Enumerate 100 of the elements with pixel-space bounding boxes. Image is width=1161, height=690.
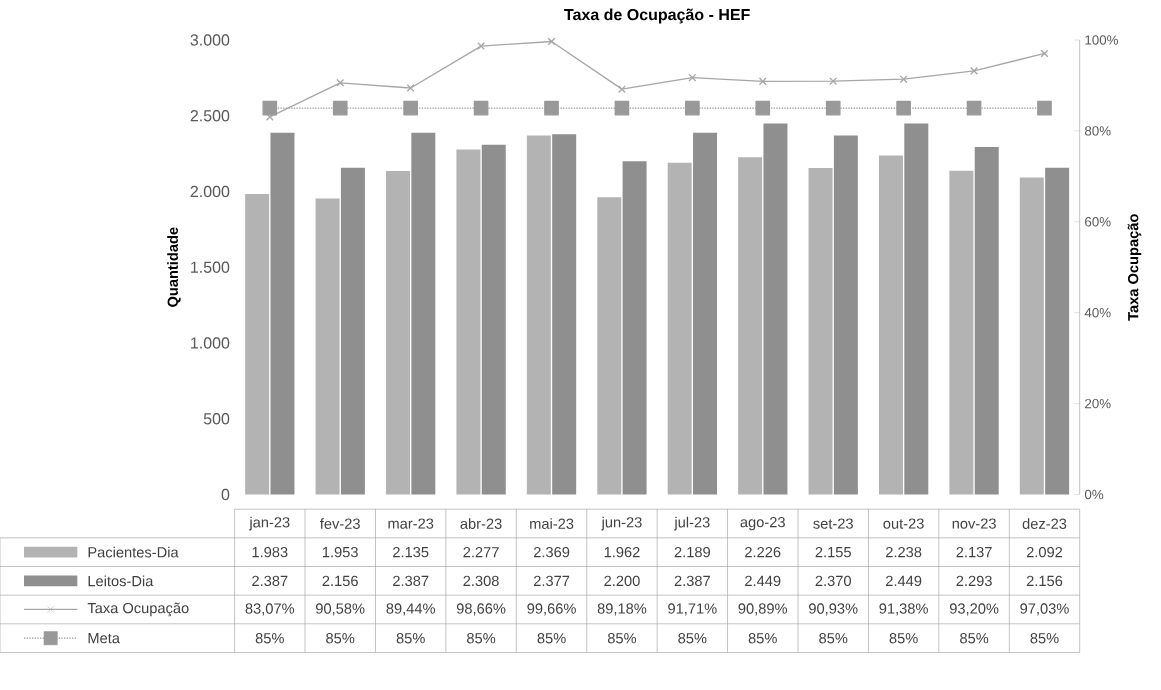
point — [473, 100, 489, 116]
point — [688, 73, 697, 82]
y2-tick-label: 60% — [1085, 216, 1111, 227]
data-label: 99,66% — [527, 603, 576, 616]
bar — [456, 149, 481, 495]
bar — [693, 132, 718, 495]
y-tick-label: 3.000 — [190, 34, 230, 46]
legend-label: Meta — [88, 632, 120, 644]
point — [758, 77, 767, 86]
x-tick-label: jun-23 — [601, 516, 642, 531]
bar — [552, 134, 577, 495]
x-tick-label: jul-23 — [674, 516, 710, 531]
bar — [949, 170, 974, 495]
x-tick-label: fev-23 — [320, 517, 360, 529]
bar — [738, 157, 763, 495]
point — [899, 74, 908, 83]
y2-tick-label: 40% — [1084, 307, 1111, 318]
legend-label: Pacientes-Dia — [88, 546, 179, 558]
y-tick-label: 2.500 — [190, 109, 230, 122]
data-label: 2.277 — [463, 546, 499, 557]
x-tick-label: mar-23 — [388, 518, 434, 529]
data-label: 85% — [1030, 632, 1059, 644]
data-label: 2.200 — [604, 575, 640, 586]
data-label: 85% — [748, 632, 777, 644]
data-label: 89,18% — [597, 603, 647, 616]
point — [825, 100, 841, 116]
point — [966, 100, 982, 116]
data-label: 89,44% — [386, 603, 436, 616]
legend-label: Leitos-Dia — [88, 575, 154, 587]
data-label: 2.092 — [1026, 546, 1063, 558]
y2-tick-label: 0% — [1084, 489, 1104, 499]
y2-axis-title: Taxa Ocupação — [1127, 213, 1142, 321]
bar — [245, 193, 270, 495]
data-label: 85% — [467, 632, 496, 644]
point — [685, 100, 700, 116]
y2-tick-label: 100% — [1085, 35, 1119, 45]
data-label: 2.137 — [956, 546, 992, 558]
x-tick-label: jan-23 — [249, 516, 290, 531]
bar — [526, 135, 551, 495]
bar — [763, 123, 788, 495]
y-tick-label: 1.500 — [191, 261, 230, 273]
point — [896, 100, 911, 116]
data-label: 2.189 — [674, 546, 710, 558]
data-label: 2.238 — [886, 546, 922, 558]
y-tick-label: 2.000 — [190, 185, 230, 197]
bar — [1019, 177, 1044, 495]
bar — [667, 162, 692, 495]
point — [755, 100, 771, 116]
bar — [974, 146, 999, 495]
data-label: 2.449 — [886, 575, 922, 586]
data-label: 85% — [255, 632, 284, 644]
data-label: 85% — [889, 632, 918, 644]
data-label: 2.387 — [674, 575, 710, 586]
bar — [1045, 167, 1070, 495]
y2-tick-label: 80% — [1084, 125, 1111, 136]
bar — [597, 197, 622, 495]
data-label: 2.387 — [393, 575, 429, 586]
bar — [904, 123, 929, 495]
bar — [481, 144, 506, 495]
x-tick-label: ago-23 — [740, 516, 785, 530]
data-label: 85% — [607, 632, 637, 644]
data-label: 85% — [819, 632, 848, 644]
data-label: 2.155 — [815, 546, 851, 558]
bar — [808, 167, 833, 495]
data-label: 90,93% — [809, 603, 858, 616]
data-label: 2.156 — [1026, 575, 1063, 586]
data-label: 2.377 — [533, 575, 570, 586]
point — [614, 100, 630, 116]
point — [406, 83, 415, 92]
point — [829, 77, 838, 85]
data-label: 1.962 — [604, 546, 640, 558]
bar — [833, 135, 858, 495]
x-tick-label: abr-23 — [460, 517, 502, 529]
data-label: 85% — [396, 632, 425, 644]
point — [1037, 100, 1052, 116]
bar — [340, 167, 365, 495]
data-label: 85% — [326, 632, 355, 644]
data-label: 2.293 — [956, 575, 992, 586]
y-tick-label: 0 — [221, 488, 230, 500]
point — [1040, 49, 1049, 58]
bar — [411, 132, 436, 495]
x-tick-label: set-23 — [813, 518, 853, 529]
data-label: 97,03% — [1020, 603, 1069, 616]
data-label: 1.983 — [252, 546, 288, 558]
point — [403, 100, 418, 116]
point — [262, 100, 278, 116]
y2-tick-label: 20% — [1085, 398, 1111, 409]
data-label: 91,71% — [668, 603, 717, 616]
data-label: 2.449 — [745, 575, 781, 586]
data-label: 1.953 — [322, 546, 358, 558]
chart-title: Taxa de Ocupação - HEF — [564, 8, 750, 24]
data-label: 85% — [960, 632, 989, 644]
bar — [315, 198, 340, 495]
data-label: 85% — [537, 632, 566, 644]
x-tick-label: nov-23 — [952, 518, 996, 529]
data-label: 83,07% — [245, 603, 295, 616]
point — [544, 100, 559, 116]
data-label: 2.370 — [815, 575, 851, 586]
bar — [386, 170, 410, 495]
y-axis-title: Quantidade — [167, 227, 181, 307]
